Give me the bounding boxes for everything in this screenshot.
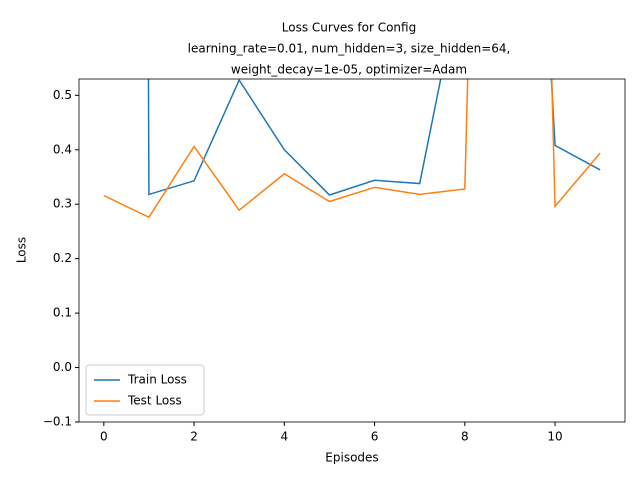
legend-label: Train Loss (127, 373, 187, 387)
series-line (147, 79, 601, 196)
legend-label: Test Loss (127, 394, 182, 408)
chart-title: Loss Curves for Config (282, 21, 416, 35)
x-tick-label: 8 (461, 430, 469, 444)
y-tick-label: 0.0 (53, 360, 72, 374)
legend-box (85, 364, 205, 416)
chart-title: learning_rate=0.01, num_hidden=3, size_h… (188, 42, 511, 56)
y-tick-label: −0.1 (43, 415, 72, 429)
y-tick-label: 0.3 (53, 197, 72, 211)
x-tick-label: 2 (190, 430, 198, 444)
x-tick-label: 4 (280, 430, 288, 444)
series-line (103, 79, 601, 219)
y-tick-label: 0.5 (53, 88, 72, 102)
x-tick-label: 6 (371, 430, 379, 444)
axes-frame (78, 78, 626, 423)
x-tick-label: 10 (547, 430, 562, 444)
x-tick-label: 0 (100, 430, 108, 444)
y-tick-label: 0.2 (53, 251, 72, 265)
plot-area (103, 79, 601, 219)
y-tick-label: 0.1 (53, 306, 72, 320)
y-tick-label: 0.4 (53, 142, 72, 156)
y-axis-label: Loss (15, 237, 29, 263)
chart-title: weight_decay=1e-05, optimizer=Adam (231, 63, 467, 77)
x-axis-label: Episodes (325, 451, 378, 465)
